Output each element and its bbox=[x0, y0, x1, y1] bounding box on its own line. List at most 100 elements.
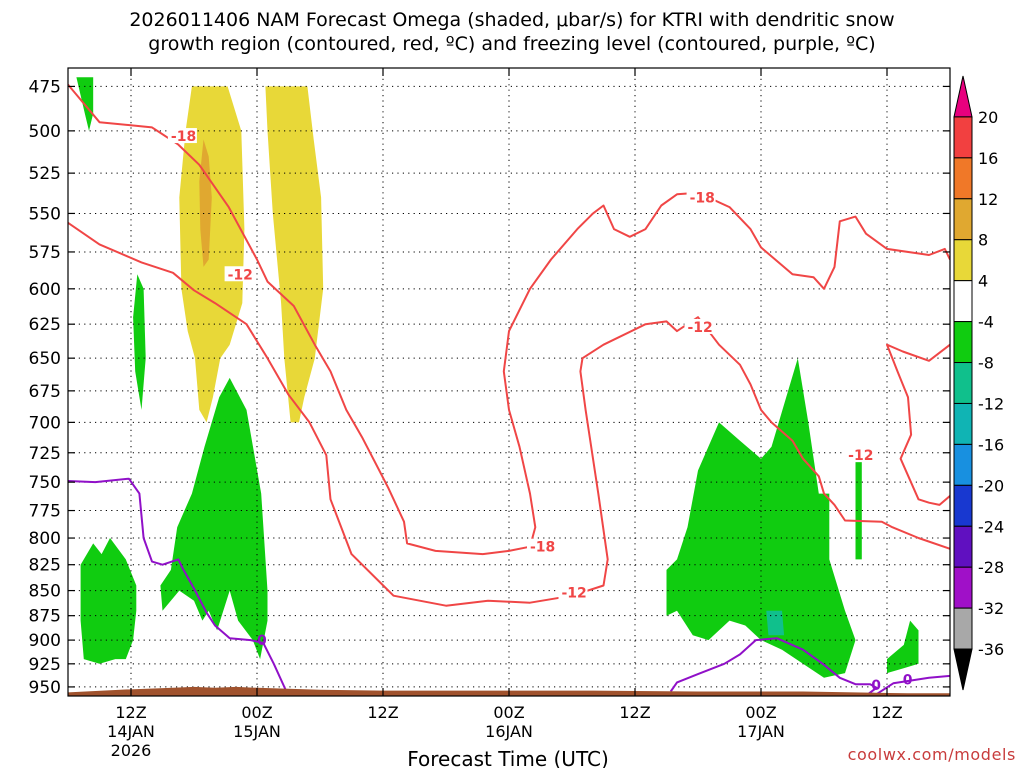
plot-area bbox=[76, 77, 919, 678]
colorbar-bin bbox=[953, 362, 973, 404]
omega-region-descent-green-w2 bbox=[80, 538, 137, 664]
colorbar-label: 8 bbox=[978, 231, 988, 250]
colorbar-arrow-top bbox=[953, 75, 973, 118]
colorbar-label: -32 bbox=[978, 599, 1004, 618]
purple-contour-label: 0 bbox=[903, 673, 913, 689]
colorbar-bin bbox=[953, 157, 973, 200]
red-contour-1 bbox=[68, 221, 950, 607]
x-axis-label: Forecast Time (UTC) bbox=[407, 747, 609, 768]
omega-region-descent-green-e1 bbox=[666, 358, 856, 678]
colorbar-bin bbox=[953, 525, 973, 568]
chart-title-line1: 2026011406 NAM Forecast Omega (shaded, μ… bbox=[129, 9, 894, 31]
red-contour-label: -12 bbox=[562, 586, 587, 602]
contours: -18 -12 -18 -12 -12 -18 -12 0 0 0 bbox=[68, 83, 950, 696]
x-tick-label: 2026 bbox=[111, 741, 152, 760]
omega-region-descent-green-w3 bbox=[160, 377, 268, 660]
y-tick-label: 675 bbox=[29, 382, 61, 402]
colorbar-bin bbox=[953, 198, 973, 241]
colorbar-label: -28 bbox=[978, 558, 1004, 577]
x-tick-label: 00Z bbox=[493, 703, 524, 722]
colorbar: 20 16 12 8 4 -4 -8 -12 -16 -20 -24 -28 -32 -36 bbox=[953, 75, 1004, 691]
colorbar-label: -4 bbox=[978, 313, 994, 332]
colorbar-bin bbox=[953, 116, 973, 159]
y-tick-label: 725 bbox=[29, 444, 61, 464]
y-tick-label: 850 bbox=[29, 582, 61, 602]
contour-label-bg bbox=[167, 128, 197, 144]
colorbar-label: -20 bbox=[978, 476, 1004, 495]
y-tick-label: 925 bbox=[29, 655, 61, 675]
y-tick-label: 750 bbox=[29, 473, 61, 493]
colorbar-label: -36 bbox=[978, 640, 1004, 659]
watermark-text: coolwx.com/models bbox=[848, 745, 1016, 764]
y-tick-label: 775 bbox=[29, 502, 61, 522]
y-tick-label: 950 bbox=[29, 678, 61, 698]
y-tick-label: 525 bbox=[29, 164, 61, 184]
x-tick-label: 12Z bbox=[115, 703, 146, 722]
y-tick-label: 475 bbox=[29, 77, 61, 97]
contour-label-bg bbox=[684, 318, 714, 334]
contour-label-bg bbox=[558, 584, 588, 600]
x-tick-label: 17JAN bbox=[737, 722, 785, 741]
colorbar-label: -16 bbox=[978, 435, 1004, 454]
colorbar-label: 16 bbox=[978, 149, 998, 168]
omega-region-ascent-yellow-1 bbox=[179, 86, 245, 423]
axes: 475 500 525 550 575 600 625 650 675 700 725 750 775 8… bbox=[29, 68, 950, 760]
x-tick-label: 15JAN bbox=[233, 722, 281, 741]
y-tick-label: 825 bbox=[29, 556, 61, 576]
red-contour-0 bbox=[68, 83, 950, 556]
x-tick-label: 12Z bbox=[871, 703, 902, 722]
red-contour-label: -18 bbox=[530, 540, 555, 556]
colorbar-label: -24 bbox=[978, 517, 1004, 536]
x-tick-label: 12Z bbox=[619, 703, 650, 722]
red-contour-label: -12 bbox=[228, 267, 253, 283]
colorbar-bin bbox=[953, 484, 973, 527]
purple-contour-0 bbox=[68, 477, 288, 692]
colorbar-bin bbox=[953, 607, 973, 650]
omega-region-descent-green-e2 bbox=[855, 458, 862, 560]
red-contour-label: -12 bbox=[848, 448, 873, 464]
contour-label-bg bbox=[686, 189, 716, 205]
contour-label-bg bbox=[527, 538, 556, 554]
purple-contour-1 bbox=[669, 637, 950, 696]
x-tick-label: 00Z bbox=[241, 703, 272, 722]
y-tick-label: 550 bbox=[29, 204, 61, 224]
omega-region-descent-green-e3 bbox=[887, 620, 919, 674]
gridlines bbox=[68, 68, 950, 696]
x-tick-label: 12Z bbox=[367, 703, 398, 722]
colorbar-bin bbox=[953, 280, 973, 323]
red-contour-label: -18 bbox=[171, 129, 196, 145]
y-tick-label: 650 bbox=[29, 349, 61, 369]
colorbar-label: 12 bbox=[978, 190, 998, 209]
y-tick-label: 625 bbox=[29, 315, 61, 335]
y-tick-label: 500 bbox=[29, 122, 61, 142]
contour-label-bg bbox=[845, 447, 875, 463]
colorbar-label: 20 bbox=[978, 108, 998, 127]
y-tick-label: 600 bbox=[29, 280, 61, 300]
omega-region-ascent-gold bbox=[199, 139, 212, 267]
colorbar-label: 4 bbox=[978, 272, 988, 291]
chart-title-line2: growth region (contoured, red, ºC) and f… bbox=[148, 33, 875, 55]
purple-contour-label: 0 bbox=[871, 678, 881, 694]
colorbar-label: -8 bbox=[978, 354, 994, 373]
contour-label-bg bbox=[224, 266, 254, 282]
x-tick-label: 00Z bbox=[745, 703, 776, 722]
y-tick-label: 875 bbox=[29, 607, 61, 627]
colorbar-bin bbox=[953, 321, 973, 364]
colorbar-arrow-bottom bbox=[953, 648, 973, 691]
omega-region-descent-teal bbox=[766, 610, 785, 636]
omega-region-descent-green-w1 bbox=[133, 274, 146, 410]
y-tick-label: 800 bbox=[29, 529, 61, 549]
colorbar-label: -12 bbox=[978, 394, 1004, 413]
omega-region-ascent-yellow-2 bbox=[265, 86, 324, 423]
y-tick-label: 575 bbox=[29, 243, 61, 263]
red-contour-label: -18 bbox=[690, 191, 715, 207]
colorbar-bin bbox=[953, 566, 973, 609]
red-contour-2 bbox=[886, 343, 950, 506]
colorbar-bin bbox=[953, 443, 973, 486]
colorbar-bin bbox=[953, 402, 973, 445]
purple-contour-label: 0 bbox=[257, 633, 267, 649]
x-tick-label: 16JAN bbox=[485, 722, 533, 741]
red-contour-label: -12 bbox=[688, 320, 713, 336]
x-tick-label: 14JAN bbox=[107, 722, 155, 741]
